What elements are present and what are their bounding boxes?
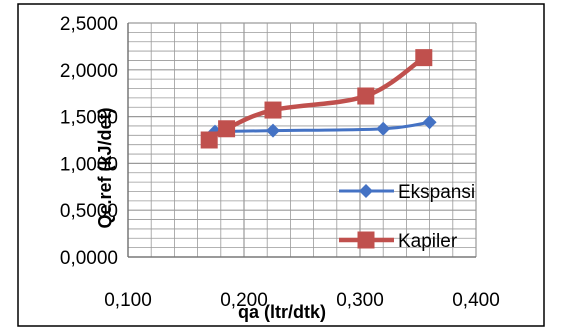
y-tick-labels: 0,0000 0,5000 1,0000 1,5000 2,0000 2,5000	[60, 14, 118, 269]
legend-label-ekspansi: Ekspansi	[398, 182, 475, 203]
x-tick-label: 0,400	[452, 290, 500, 311]
data-point-kapiler	[200, 131, 218, 149]
x-tick-label: 0,200	[220, 290, 268, 311]
data-point-kapiler	[264, 101, 282, 119]
data-point-ekspansi	[376, 121, 391, 136]
y-axis-title: Qe.ref (kJ/det)	[95, 107, 115, 228]
y-tick-label: 0,5000	[60, 201, 118, 222]
series	[200, 49, 437, 149]
y-tick-label: 0,0000	[60, 248, 118, 269]
legend: Ekspansi Kapiler	[339, 182, 475, 252]
legend-marker-ekspansi	[359, 184, 373, 198]
legend-label-kapiler: Kapiler	[398, 231, 458, 252]
data-point-kapiler	[218, 120, 236, 138]
y-tick-label: 2,0000	[60, 61, 118, 82]
x-axis-title: qa (ltr/dtk)	[238, 302, 326, 322]
x-tick-labels: 0,100 0,200 0,300 0,400	[104, 290, 500, 311]
data-point-ekspansi	[422, 115, 437, 130]
x-tick-label: 0,100	[104, 290, 152, 311]
axes	[127, 23, 476, 258]
data-point-kapiler	[415, 49, 433, 67]
y-tick-label: 2,5000	[60, 14, 118, 35]
y-tick-label: 1,0000	[60, 154, 118, 175]
legend-marker-kapiler	[357, 231, 375, 249]
y-tick-label: 1,5000	[60, 108, 118, 129]
x-tick-label: 0,300	[336, 290, 384, 311]
series-kapiler	[200, 49, 433, 149]
chart-frame	[17, 3, 545, 327]
data-point-kapiler	[357, 87, 375, 105]
series-line-ekspansi	[214, 120, 430, 134]
data-point-ekspansi	[266, 123, 280, 138]
